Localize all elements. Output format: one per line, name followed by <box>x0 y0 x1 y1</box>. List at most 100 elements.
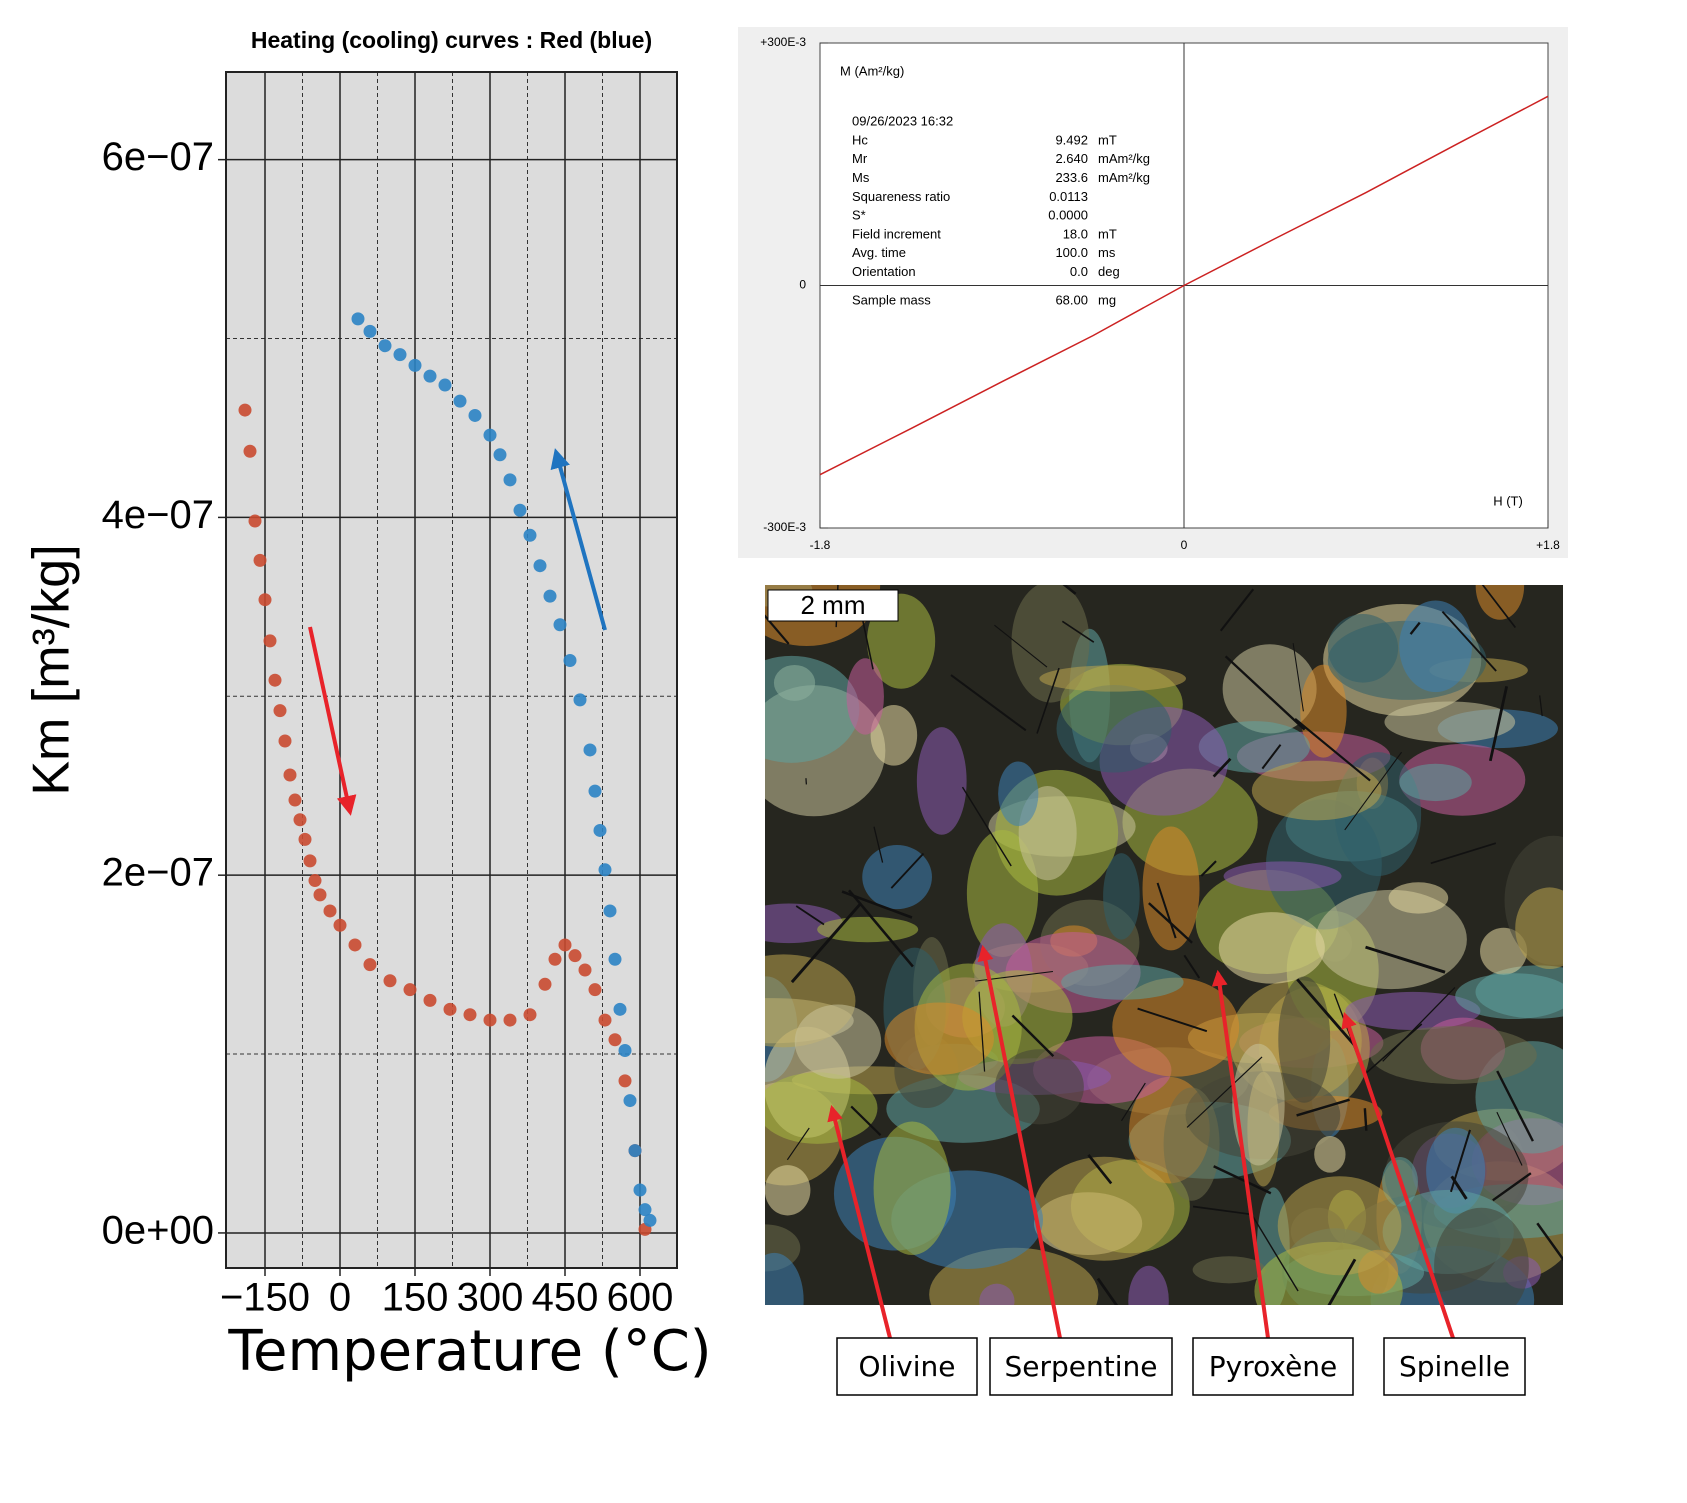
data-point <box>288 793 302 807</box>
param-unit: mAm²/kg <box>1098 170 1150 185</box>
data-point <box>293 813 307 827</box>
fracture <box>841 890 913 919</box>
data-point <box>613 1002 627 1016</box>
param-value: 0.0113 <box>1049 189 1088 204</box>
data-point <box>643 1213 657 1227</box>
mineral-grain <box>1112 977 1240 1077</box>
fracture <box>1212 757 1232 778</box>
date: 09/26/2023 16:32 <box>852 113 953 128</box>
mineral-texture <box>765 585 1563 1305</box>
data-point <box>523 1008 537 1022</box>
x-axis-label: H (T) <box>1493 493 1523 508</box>
fracture <box>1409 621 1421 635</box>
hysteresis-chart: -1.8 0 +1.8 -300E-3 0 +300E-3 M (Am²/kg) H (T) 0… <box>738 27 1568 558</box>
fracture <box>790 902 862 984</box>
mineral-grain <box>862 845 932 910</box>
mineral-grain <box>765 655 860 763</box>
mineral-grain <box>794 1004 882 1079</box>
fracture <box>1344 751 1403 831</box>
heating-cooling-chart: −150 0 150 300 450 600 0e+00 2e−07 4e−07 6e−07 Hea… <box>23 27 712 1384</box>
data-point <box>623 1094 637 1108</box>
fracture <box>795 905 825 926</box>
fracture <box>1137 1007 1208 1033</box>
fracture <box>1292 643 1304 712</box>
data-point <box>588 983 602 997</box>
y-tick-label: 4e−07 <box>102 493 214 537</box>
data-point <box>503 1013 517 1027</box>
label-box <box>1383 1337 1526 1396</box>
plot-background <box>226 72 677 1268</box>
fracture <box>1261 744 1282 770</box>
data-point <box>363 958 377 972</box>
data-point <box>298 832 312 846</box>
param-value: 18.0 <box>1063 226 1088 241</box>
fracture <box>961 786 1012 867</box>
data-point <box>423 993 437 1007</box>
mineral-grain <box>979 1283 1015 1305</box>
data-point <box>278 734 292 748</box>
data-point <box>618 1043 632 1057</box>
data-point <box>308 874 322 888</box>
data-point <box>378 339 392 353</box>
fracture <box>1296 1098 1350 1117</box>
label-arrow <box>1211 969 1270 1339</box>
data-point <box>618 1074 632 1088</box>
data-point <box>483 1013 497 1027</box>
data-point <box>468 408 482 422</box>
label-arrow <box>1341 1011 1455 1339</box>
data-point <box>538 977 552 991</box>
y-axis-label: M (Am²/kg) <box>840 63 904 78</box>
y-axis-label: Km [m³/kg] <box>23 544 81 795</box>
mineral-grain <box>1033 1156 1175 1261</box>
data-point <box>493 448 507 462</box>
mineral-grain <box>1142 826 1200 951</box>
param-value: 68.00 <box>1055 292 1088 307</box>
param-unit: ms <box>1098 245 1116 260</box>
mineral-grain <box>873 1121 951 1256</box>
data-point <box>383 974 397 988</box>
data-point <box>363 324 377 338</box>
mineral-grain <box>765 1165 811 1216</box>
fracture <box>1200 860 1217 877</box>
data-point <box>333 918 347 932</box>
data-point <box>238 403 252 417</box>
data-point <box>283 768 297 782</box>
mineral-grain <box>1192 1256 1266 1284</box>
mineral-label: Olivine <box>859 1350 956 1383</box>
label-box <box>836 1337 978 1396</box>
mineral-grain <box>1278 976 1331 1103</box>
mineral-grain <box>817 916 919 943</box>
data-point <box>393 348 407 362</box>
mineral-grain <box>998 761 1039 827</box>
fracture <box>994 624 1048 668</box>
x-tick-label: +1.8 <box>1536 538 1560 552</box>
mineral-grain <box>1039 665 1187 692</box>
scale-label: 2 mm <box>801 590 866 620</box>
mineral-grain <box>1384 701 1516 743</box>
mineral-grain <box>1223 861 1342 892</box>
micrograph: 2 mm Olivine Serpentine Pyroxène Spinelle <box>765 585 1563 1396</box>
param-name: Squareness ratio <box>852 189 950 204</box>
param-unit: mT <box>1098 132 1117 147</box>
param-value: 0.0 <box>1070 264 1088 279</box>
x-tick-label: -1.8 <box>810 538 831 552</box>
data-point <box>258 593 272 607</box>
data-point <box>443 1002 457 1016</box>
cooling-arrow <box>550 448 607 631</box>
x-axis-label: Temperature (°C) <box>227 1319 711 1384</box>
data-point <box>533 559 547 573</box>
x-tick-label: 600 <box>607 1276 674 1320</box>
y-tick-label: 0 <box>799 278 806 292</box>
data-point <box>463 1008 477 1022</box>
data-point <box>543 589 557 603</box>
label-arrow <box>827 1104 892 1339</box>
mineral-grain <box>1222 644 1317 734</box>
mineral-grain <box>1370 1026 1537 1084</box>
fracture <box>1496 1111 1523 1166</box>
param-name: Hc <box>852 132 868 147</box>
fracture <box>873 826 884 863</box>
fracture <box>1365 945 1446 974</box>
param-unit: mAm²/kg <box>1098 151 1150 166</box>
data-point <box>243 444 257 458</box>
